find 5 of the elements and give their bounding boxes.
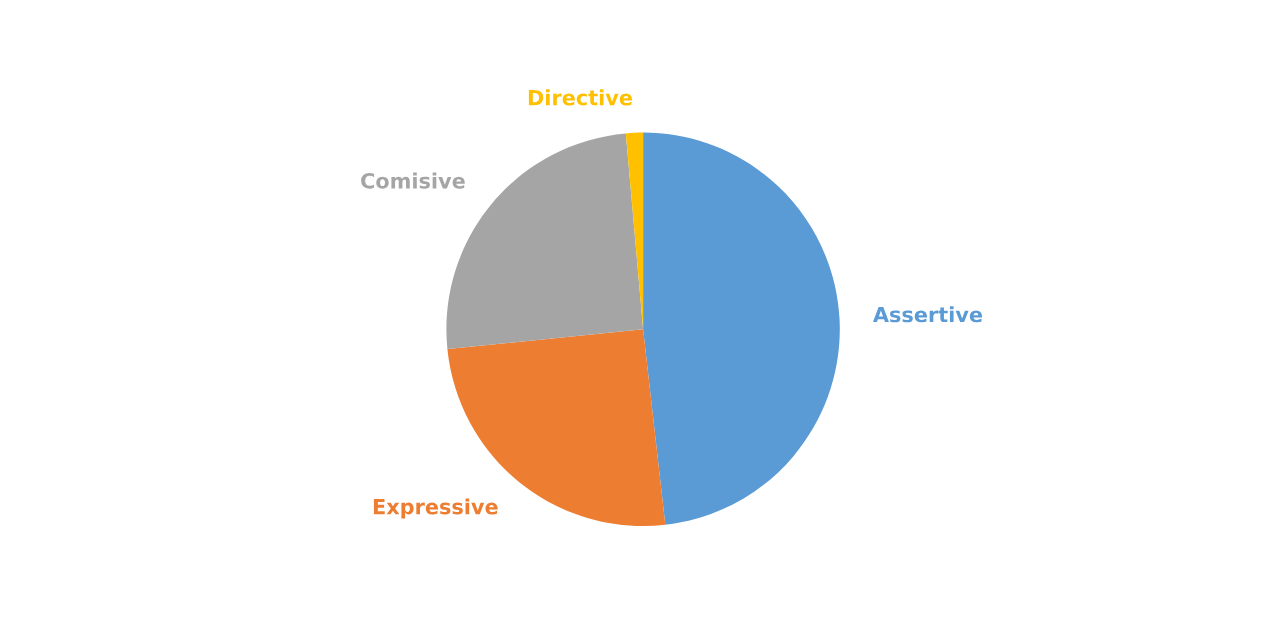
pie-slice (643, 132, 840, 525)
slice-label: Expressive (373, 498, 498, 519)
slice-label: Assertive (872, 306, 983, 323)
slice-label: Directive (528, 89, 632, 106)
slice-label: Comisive (361, 172, 465, 189)
